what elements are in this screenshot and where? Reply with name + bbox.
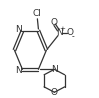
Text: O: O [51,88,58,97]
Text: N: N [15,66,22,75]
Text: Cl: Cl [33,9,42,18]
Text: N: N [51,65,58,74]
Text: N: N [56,29,63,38]
Text: +: + [60,26,66,32]
Text: N: N [15,25,22,34]
Text: -: - [72,32,74,41]
Text: O: O [66,29,73,38]
Text: O: O [50,18,57,27]
